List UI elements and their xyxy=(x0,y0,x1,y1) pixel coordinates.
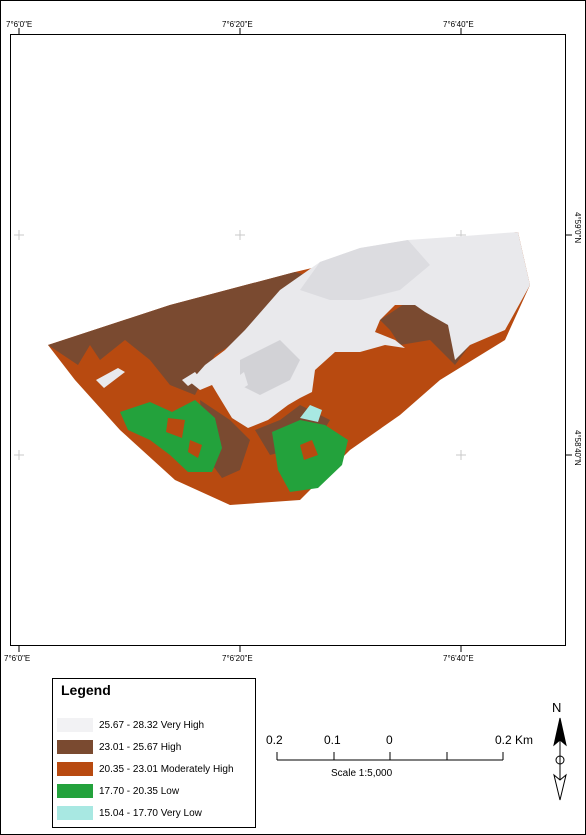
north-arrow-icon xyxy=(553,717,567,801)
legend-swatch xyxy=(57,806,93,820)
legend-label: 25.67 - 28.32 Very High xyxy=(99,719,205,731)
top-tick-3: 7°6'40"E xyxy=(443,20,474,29)
scale-caption: Scale 1:5,000 xyxy=(331,768,393,779)
legend-swatch xyxy=(57,718,93,732)
zone-high-west xyxy=(48,272,330,395)
scale-label-02km: 0.2 Km xyxy=(495,733,534,747)
map-frame xyxy=(10,34,566,646)
legend-label: 20.35 - 23.01 Moderately High xyxy=(99,763,234,775)
zone-very-high-shade-2 xyxy=(240,340,300,395)
bottom-tick-1: 7°6'0"E xyxy=(4,654,31,663)
bottom-tick-3: 7°6'40"E xyxy=(443,654,474,663)
right-tick-2: 4°58'40"N xyxy=(573,430,582,466)
bottom-tick-2: 7°6'20"E xyxy=(222,654,253,663)
scale-label-02: 0.2 xyxy=(266,733,283,747)
legend: Legend 25.67 - 28.32 Very High 23.01 - 2… xyxy=(52,678,256,828)
scale-label-01: 0.1 xyxy=(324,733,341,747)
right-tick-1: 4°59'0"N xyxy=(573,212,582,244)
zone-very-high-shade xyxy=(300,240,430,300)
legend-item-moderately-high: 20.35 - 23.01 Moderately High xyxy=(57,762,234,776)
top-tick-2: 7°6'20"E xyxy=(222,20,253,29)
legend-swatch xyxy=(57,740,93,754)
legend-swatch xyxy=(57,784,93,798)
frame-ticks xyxy=(18,28,572,652)
legend-label: 15.04 - 17.70 Very Low xyxy=(99,807,202,819)
legend-item-very-low: 15.04 - 17.70 Very Low xyxy=(57,806,202,820)
north-label: N xyxy=(552,700,562,715)
zone-very-low xyxy=(300,405,322,422)
legend-label: 17.70 - 20.35 Low xyxy=(99,785,180,797)
legend-item-low: 17.70 - 20.35 Low xyxy=(57,784,179,798)
scale-label-0: 0 xyxy=(386,733,393,747)
legend-item-high: 23.01 - 25.67 High xyxy=(57,740,181,754)
scale-bar xyxy=(276,752,504,761)
top-tick-1: 7°6'0"E xyxy=(6,20,33,29)
legend-item-very-high: 25.67 - 28.32 Very High xyxy=(57,718,204,732)
legend-title: Legend xyxy=(61,682,111,698)
legend-swatch xyxy=(57,762,93,776)
zone-high-east xyxy=(380,300,470,365)
legend-label: 23.01 - 25.67 High xyxy=(99,741,182,753)
